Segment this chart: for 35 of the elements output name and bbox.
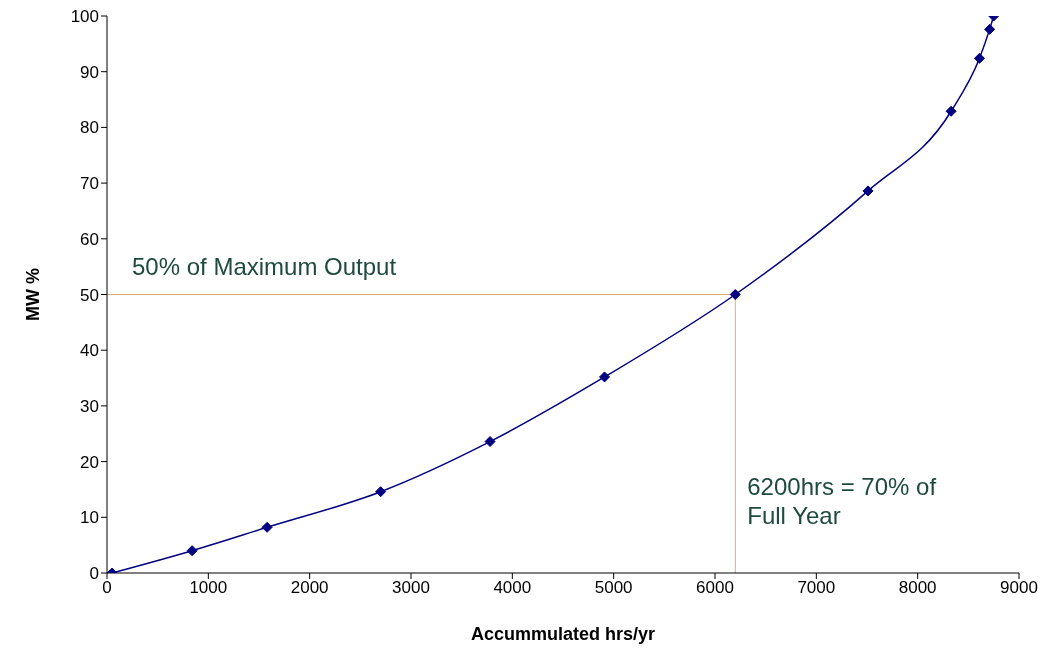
point <box>261 521 273 533</box>
point <box>484 436 496 448</box>
point <box>862 185 874 197</box>
x-tick-label: 3000 <box>392 578 430 598</box>
x-tick-label: 5000 <box>594 578 633 598</box>
x-tick-label: 2000 <box>290 578 329 598</box>
y-tick-label: 80 <box>80 118 99 138</box>
point <box>945 105 957 117</box>
y-tick-label: 40 <box>80 341 99 361</box>
ref-line-label: 50% of Maximum Output <box>132 252 397 280</box>
x-tick-label: 8000 <box>898 578 937 598</box>
y-tick-label: 50 <box>80 285 99 305</box>
y-tick-label: 100 <box>70 7 99 27</box>
x-tick-label: 7000 <box>797 578 836 598</box>
y-tick-label: 30 <box>80 396 99 416</box>
y-tick-label: 20 <box>80 452 99 472</box>
x-axis-title: Accummulated hrs/yr <box>470 624 656 644</box>
y-tick-label: 10 <box>80 508 99 528</box>
x-tick-label: 1000 <box>189 578 228 598</box>
y-tick-label: 70 <box>80 174 99 194</box>
point <box>186 545 198 557</box>
x-tick-label: 0 <box>102 578 112 598</box>
point <box>973 52 985 64</box>
x-tick-label: 9000 <box>1000 578 1038 598</box>
y-tick-label: 60 <box>80 229 99 249</box>
ref-line-label: 6200hrs = 70% of Full Year <box>747 473 937 530</box>
y-tick-label: 90 <box>80 62 99 82</box>
point <box>599 371 611 383</box>
y-tick-label: 0 <box>89 564 99 584</box>
point <box>729 289 741 300</box>
point <box>375 486 387 498</box>
y-axis-title: MW % <box>23 268 44 321</box>
point <box>984 23 996 35</box>
x-tick-label: 4000 <box>493 578 532 598</box>
x-tick-label: 6000 <box>696 578 734 598</box>
